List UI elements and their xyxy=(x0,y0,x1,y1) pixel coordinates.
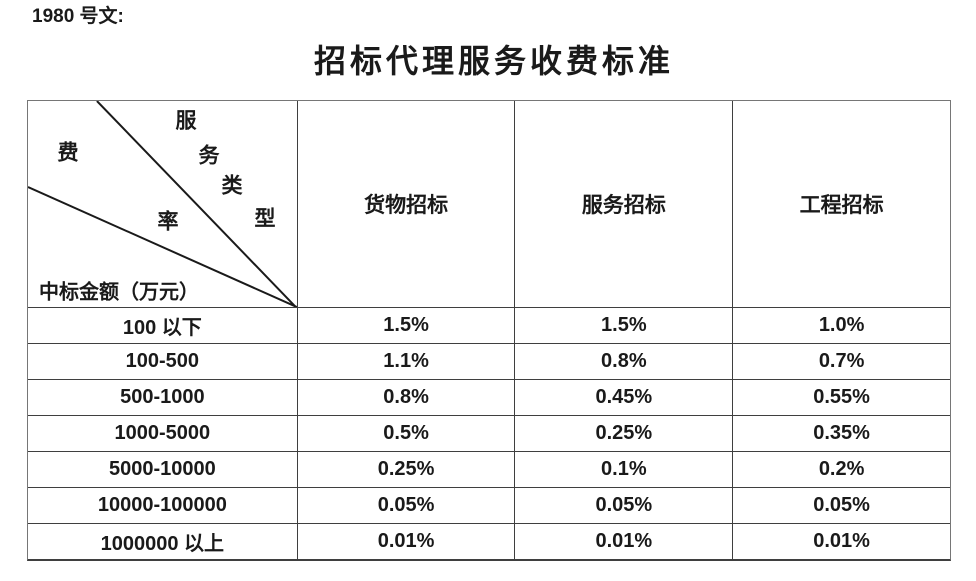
fee-value-cell: 1.0% xyxy=(732,307,950,343)
fee-value-cell: 0.01% xyxy=(732,523,950,559)
fee-value-cell: 0.55% xyxy=(732,379,950,415)
fee-value-cell: 0.01% xyxy=(296,523,515,559)
row-label-cell: 100-500 xyxy=(28,343,297,379)
row-label-cell: 1000000 以上 xyxy=(28,523,297,559)
fee-value-cell: 0.8% xyxy=(514,343,733,379)
page-title: 招标代理服务收费标准 xyxy=(313,43,674,79)
column-header-engineering-bidding: 工程招标 xyxy=(732,101,950,307)
fee-value-cell: 1.5% xyxy=(514,307,733,343)
fee-value-cell: 0.7% xyxy=(732,343,950,379)
fee-value-cell: 0.01% xyxy=(514,523,733,559)
fee-value-cell: 0.25% xyxy=(296,451,515,487)
doc-ref-label: 1980 号文: xyxy=(32,6,124,27)
fee-value-cell: 0.5% xyxy=(296,415,515,451)
fee-value-cell: 0.05% xyxy=(732,487,950,523)
fee-value-cell: 1.1% xyxy=(296,343,515,379)
corner-label-type-char-4: 型 xyxy=(254,206,276,231)
corner-amount-label: 中标金额（万元） xyxy=(39,281,199,304)
corner-diagonal-lines xyxy=(28,101,297,307)
fee-value-cell: 0.1% xyxy=(514,451,733,487)
fee-value-cell: 0.05% xyxy=(514,487,733,523)
fee-value-cell: 0.35% xyxy=(732,415,950,451)
column-header-goods-bidding: 货物招标 xyxy=(296,101,515,307)
row-label-cell: 500-1000 xyxy=(28,379,297,415)
fee-value-cell: 1.5% xyxy=(296,307,515,343)
fee-value-cell: 0.2% xyxy=(732,451,950,487)
column-header-service-bidding: 服务招标 xyxy=(514,101,732,307)
table-corner-cell: 费 率 服 务 类 型 中标金额（万元） xyxy=(28,101,297,307)
fee-value-cell: 0.8% xyxy=(296,379,515,415)
fee-table: 费 率 服 务 类 型 中标金额（万元） 货物招标 服务招标 工程招标 100 … xyxy=(27,100,951,561)
corner-label-service-char: 服 xyxy=(175,108,197,133)
row-label-cell: 5000-10000 xyxy=(28,451,297,487)
row-label-cell: 100 以下 xyxy=(28,307,297,343)
fee-value-cell: 0.25% xyxy=(514,415,733,451)
corner-label-type-char-2: 务 xyxy=(198,143,220,168)
corner-label-type-char-3: 类 xyxy=(221,173,243,198)
fee-value-cell: 0.45% xyxy=(514,379,733,415)
corner-label-fee-char: 费 xyxy=(57,140,79,165)
row-label-cell: 1000-5000 xyxy=(28,415,297,451)
row-label-cell: 10000-100000 xyxy=(28,487,297,523)
fee-value-cell: 0.05% xyxy=(296,487,515,523)
corner-label-rate-char: 率 xyxy=(157,209,179,234)
